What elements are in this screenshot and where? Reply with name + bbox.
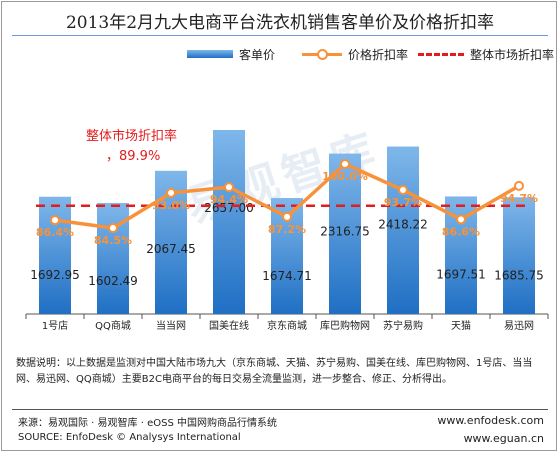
chart-plot: 1692.95 1602.492067.452657.001674.712316.…	[25, 130, 549, 332]
source-divider	[12, 409, 548, 410]
bar-value-label: 1674.71	[262, 269, 312, 283]
source-cn: 来源：易观国际 · 易观智库 · eOSS 中国网购商品行情系统	[18, 418, 277, 429]
line-value-label: 93.0%	[152, 199, 190, 212]
avg-annotation-label: 整体市场折扣率	[86, 129, 178, 144]
line-value-label: 93.7%	[384, 196, 422, 209]
line-value-label: 84.5%	[94, 234, 132, 247]
legend-avg-swatch	[418, 52, 464, 56]
category-label: QQ商城	[95, 319, 131, 332]
source-url-enfodesk: www.enfodesk.com	[437, 414, 544, 427]
bar-value-label: 2418.22	[378, 218, 428, 232]
category-label: 苏宁易购	[383, 319, 423, 332]
line-point-7	[456, 214, 466, 225]
legend-item-bar: 客单价	[187, 42, 275, 66]
bar-value-label: 2316.75	[320, 225, 370, 239]
bar-6	[387, 146, 419, 314]
line-value-label: 87.2%	[268, 223, 306, 236]
source-en: SOURCE: EnfoDesk © Analysys Internationa…	[18, 432, 241, 443]
category-label: 国美在线	[209, 319, 249, 332]
bar-value-label: 1685.75	[494, 268, 544, 282]
bar-5	[329, 153, 361, 314]
line-value-label: 86.6%	[442, 225, 480, 238]
line-point-4	[282, 211, 292, 222]
legend-avg-label: 整体市场折扣率	[470, 47, 555, 62]
category-label: 库巴购物网	[320, 319, 370, 332]
category-label: 1号店	[42, 319, 68, 332]
line-point-8	[514, 180, 524, 191]
legend-line-label: 价格折扣率	[348, 47, 409, 62]
chart-title: 2013年2月九大电商平台洗衣机销售客单价及价格折扣率	[65, 13, 495, 33]
line-point-0	[50, 215, 60, 226]
category-label: 天猫	[451, 319, 471, 332]
data-note: 数据说明：以上数据是监测对中国大陆市场九大（京东商城、天猫、苏宁易购、国美在线、…	[16, 358, 533, 385]
line-point-3	[224, 182, 234, 193]
legend-line-swatch	[302, 49, 342, 60]
bar-value-label: 2067.45	[146, 242, 196, 256]
category-label: 京东商城	[267, 319, 307, 332]
line-point-6	[398, 185, 408, 196]
bar-value-label: 1697.51	[436, 267, 486, 281]
legend: 客单价 价格折扣率 整体市场折扣率	[2, 42, 558, 66]
category-label: 当当网	[156, 319, 186, 332]
legend-item-avg: 整体市场折扣率	[418, 42, 554, 66]
line-point-5	[340, 159, 350, 169]
bar-0	[39, 196, 71, 314]
line-value-label: 86.4%	[36, 226, 74, 239]
title-divider	[12, 35, 548, 36]
line-value-label: 94.7%	[500, 192, 538, 205]
bar-8	[503, 197, 535, 314]
legend-bar-swatch	[187, 50, 233, 58]
bar-value-label: 1602.49	[88, 274, 138, 288]
bar-3	[213, 130, 245, 314]
line-value-label: 94.4%	[210, 193, 248, 206]
bar-value-label: 1692.95	[30, 268, 80, 282]
line-point-1	[108, 223, 118, 234]
legend-bar-label: 客单价	[239, 47, 276, 62]
source-url-eguan: www.eguan.cn	[463, 432, 544, 445]
legend-item-line: 价格折扣率	[302, 42, 408, 66]
line-value-label: 100.0%	[322, 170, 368, 183]
line-point-2	[166, 187, 176, 198]
avg-annotation-value: ，89.9%	[106, 149, 161, 164]
category-label: 易迅网	[504, 320, 534, 332]
